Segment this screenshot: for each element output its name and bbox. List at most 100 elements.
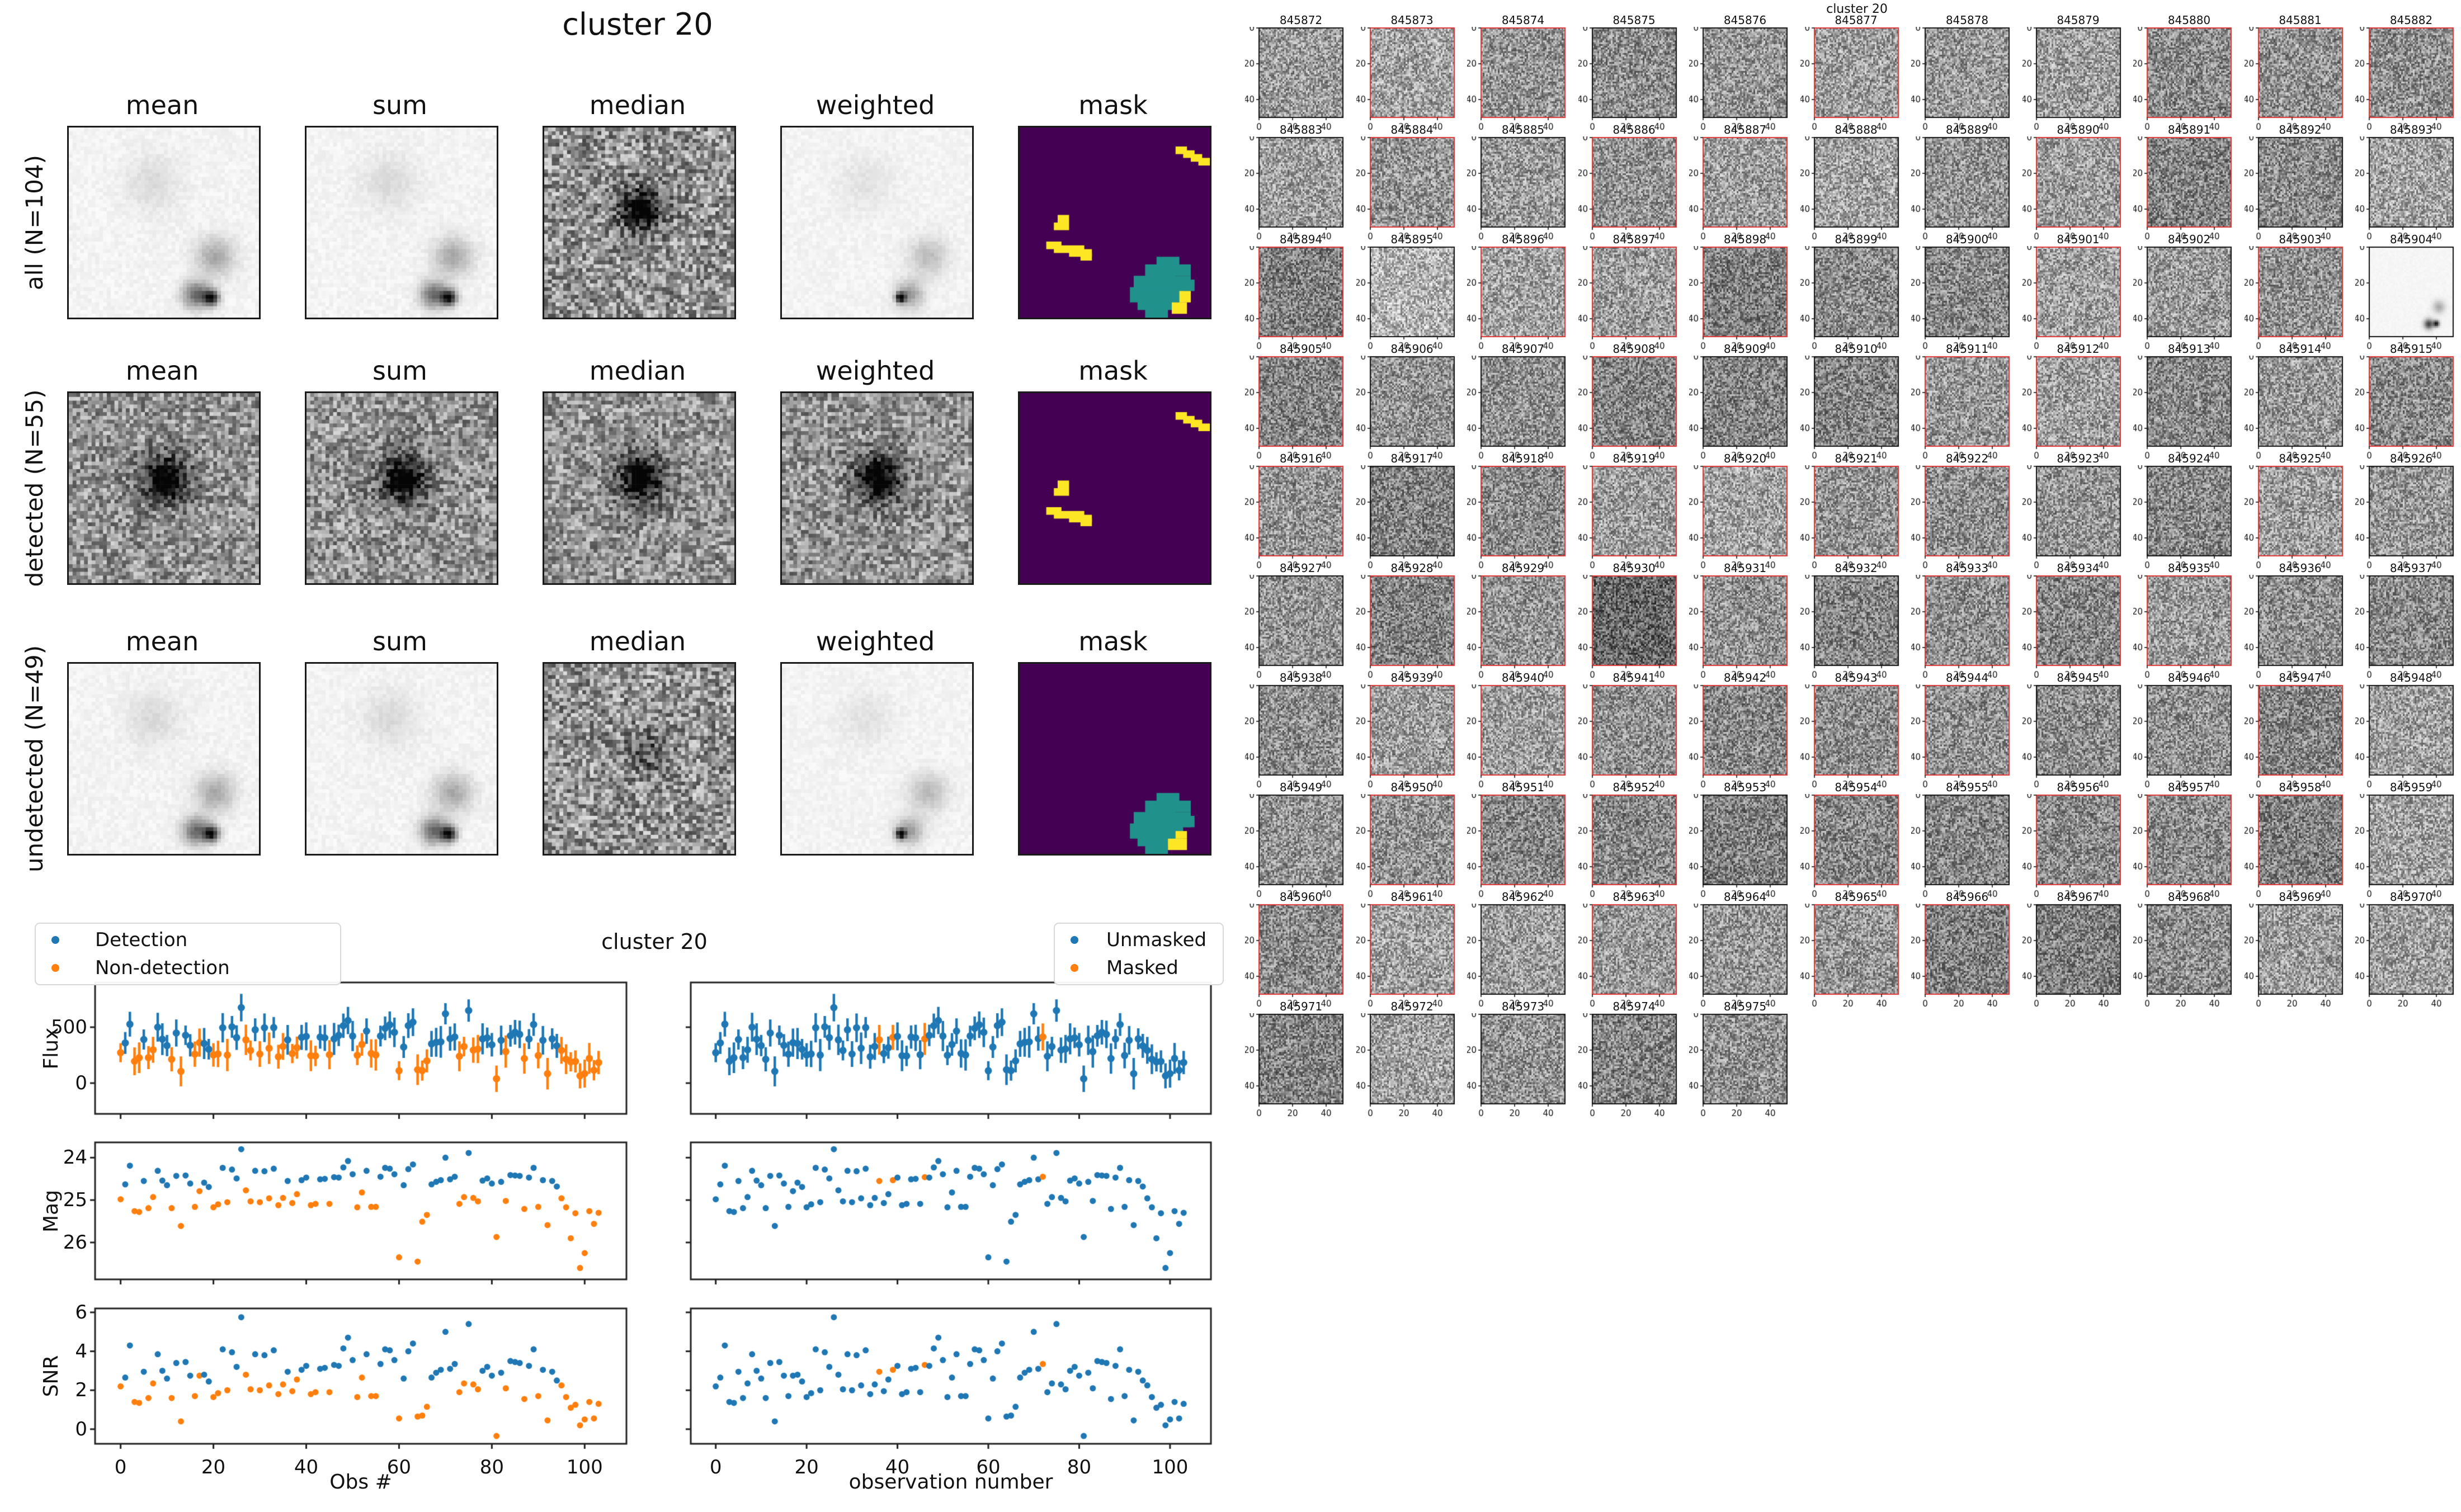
cutout-cell: 845881 bbox=[2244, 13, 2356, 140]
cutout-cell: 845967 bbox=[2022, 890, 2134, 1017]
cutout-image bbox=[1467, 575, 1579, 687]
cutout-id-label: 845934 bbox=[2057, 561, 2100, 575]
cutout-id-label: 845906 bbox=[1390, 342, 1434, 356]
cutout-id-label: 845919 bbox=[1613, 452, 1656, 465]
cutout-image bbox=[2355, 465, 2461, 577]
cutout-id-label: 845892 bbox=[2279, 123, 2322, 136]
x-tick-label: 40 bbox=[294, 1456, 319, 1478]
panel-weighted-row0 bbox=[780, 126, 974, 319]
cutout-image bbox=[1578, 246, 1690, 358]
panel-median-row1 bbox=[543, 391, 736, 585]
cutout-image bbox=[2133, 904, 2245, 1015]
cutout-cell: 845924 bbox=[2133, 452, 2245, 578]
cutout-id-label: 845929 bbox=[1501, 561, 1545, 575]
panel-mean-row1 bbox=[67, 391, 261, 585]
x-tick-label: 80 bbox=[479, 1456, 504, 1478]
cutout-cell: 845911 bbox=[1911, 342, 2023, 469]
cutout-cell: 845939 bbox=[1356, 671, 1468, 797]
cutout-cell: 845885 bbox=[1467, 123, 1579, 249]
cutout-image bbox=[2244, 136, 2356, 248]
cutout-cell: 845960 bbox=[1245, 890, 1357, 1017]
x-tick-label: 0 bbox=[709, 1456, 722, 1478]
cutout-cell: 845971 bbox=[1245, 1000, 1357, 1126]
cutout-cell: 845944 bbox=[1911, 671, 2023, 797]
cutout-cell: 845966 bbox=[1911, 890, 2023, 1017]
cutout-image bbox=[1245, 356, 1357, 467]
cutout-image bbox=[1689, 794, 1801, 906]
cutout-image bbox=[2244, 356, 2356, 467]
obs-axis-label-right: observation number bbox=[848, 1471, 1053, 1494]
cutout-cell: 845917 bbox=[1356, 452, 1468, 578]
cutout-id-label: 845971 bbox=[1279, 1000, 1323, 1013]
cutout-cell: 845936 bbox=[2244, 561, 2356, 688]
cutout-cell: 845949 bbox=[1245, 781, 1357, 907]
cutout-cell: 845930 bbox=[1578, 561, 1690, 688]
cutout-cell: 845894 bbox=[1245, 233, 1357, 359]
cutout-image bbox=[1467, 684, 1579, 796]
cutout-id-label: 845949 bbox=[1279, 781, 1323, 794]
cutout-cell: 845877 bbox=[1800, 13, 1912, 140]
cutout-cell: 845932 bbox=[1800, 561, 1912, 688]
cutout-image bbox=[2022, 356, 2134, 467]
cutout-id-label: 845974 bbox=[1613, 1000, 1656, 1013]
cutout-id-label: 845946 bbox=[2167, 671, 2211, 684]
cutout-id-label: 845955 bbox=[1945, 781, 1989, 794]
cutout-id-label: 845966 bbox=[1945, 890, 1989, 904]
cutout-cell: 845957 bbox=[2133, 781, 2245, 907]
cutout-id-label: 845951 bbox=[1501, 781, 1545, 794]
cutout-id-label: 845938 bbox=[1279, 671, 1323, 684]
cutout-id-label: 845896 bbox=[1501, 233, 1545, 246]
cutout-image bbox=[2022, 575, 2134, 687]
cutout-cell: 845901 bbox=[2022, 233, 2134, 359]
cutout-cell: 845887 bbox=[1689, 123, 1801, 249]
y-tick-label: 6 bbox=[75, 1301, 87, 1324]
cutout-cell: 845935 bbox=[2133, 561, 2245, 688]
y-tick-label: 0 bbox=[75, 1072, 87, 1094]
cutout-id-label: 845944 bbox=[1945, 671, 1989, 684]
cutout-cell: 845948 bbox=[2355, 671, 2461, 797]
panel-sum-row1 bbox=[305, 391, 498, 585]
x-tick-label: 60 bbox=[976, 1456, 1001, 1478]
cutout-id-label: 845914 bbox=[2279, 342, 2322, 356]
mag-left-chart bbox=[87, 1135, 634, 1287]
legend-label: Unmasked bbox=[1106, 929, 1207, 952]
x-tick-label: 60 bbox=[386, 1456, 412, 1478]
panel-median-row2 bbox=[543, 662, 736, 856]
cutout-image bbox=[1578, 136, 1690, 248]
cutout-id-label: 845889 bbox=[1945, 123, 1989, 136]
cutout-cell: 845891 bbox=[2133, 123, 2245, 249]
cutout-image bbox=[1911, 246, 2023, 358]
cutout-id-label: 845915 bbox=[2389, 342, 2433, 356]
cutout-cell: 845934 bbox=[2022, 561, 2134, 688]
cutout-image bbox=[1911, 27, 2023, 139]
cutout-cell: 845899 bbox=[1800, 233, 1912, 359]
cutout-image bbox=[1800, 684, 1912, 796]
cutout-image bbox=[2244, 684, 2356, 796]
cutout-image bbox=[1578, 904, 1690, 1015]
cutout-image bbox=[1578, 465, 1690, 577]
cutout-cell: 845947 bbox=[2244, 671, 2356, 797]
column-header-mean: mean bbox=[125, 626, 199, 656]
cutout-image bbox=[2022, 465, 2134, 577]
cutout-id-label: 845917 bbox=[1390, 452, 1434, 465]
cutout-id-label: 845972 bbox=[1390, 1000, 1434, 1013]
cutout-cell: 845915 bbox=[2355, 342, 2461, 469]
cutout-image bbox=[1467, 27, 1579, 139]
cutout-id-label: 845902 bbox=[2167, 233, 2211, 246]
y-tick-label: 26 bbox=[63, 1231, 87, 1254]
cutout-cell: 845878 bbox=[1911, 13, 2023, 140]
cutout-id-label: 845907 bbox=[1501, 342, 1545, 356]
cutout-cell: 845879 bbox=[2022, 13, 2134, 140]
cutout-cell: 845897 bbox=[1578, 233, 1690, 359]
bottom-figure-title: cluster 20 bbox=[601, 929, 708, 954]
cutout-cell: 845874 bbox=[1467, 13, 1579, 140]
cutout-id-label: 845882 bbox=[2389, 13, 2433, 27]
cutout-image bbox=[2133, 465, 2245, 577]
flux-left-chart bbox=[87, 975, 634, 1122]
cutout-id-label: 845957 bbox=[2167, 781, 2211, 794]
x-tick-label: 0 bbox=[114, 1456, 127, 1478]
cutout-image bbox=[1245, 575, 1357, 687]
cutout-id-label: 845943 bbox=[1835, 671, 1878, 684]
cutout-cell: 845955 bbox=[1911, 781, 2023, 907]
cutout-image bbox=[2244, 794, 2356, 906]
